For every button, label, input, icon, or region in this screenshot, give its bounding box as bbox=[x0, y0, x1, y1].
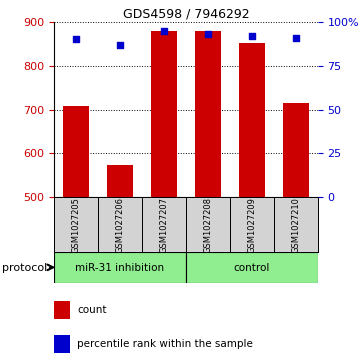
Text: GSM1027209: GSM1027209 bbox=[247, 197, 256, 253]
Bar bbox=[195, 31, 221, 197]
Bar bbox=[283, 103, 309, 197]
Bar bbox=[63, 106, 89, 197]
Bar bbox=[230, 197, 274, 252]
Bar bbox=[151, 32, 177, 197]
Point bbox=[249, 33, 255, 39]
Text: percentile rank within the sample: percentile rank within the sample bbox=[77, 339, 253, 349]
Bar bbox=[54, 252, 186, 283]
Text: miR-31 inhibition: miR-31 inhibition bbox=[75, 262, 165, 273]
Title: GDS4598 / 7946292: GDS4598 / 7946292 bbox=[123, 8, 249, 21]
Point bbox=[293, 35, 299, 41]
Point bbox=[117, 42, 123, 48]
Bar bbox=[186, 252, 318, 283]
Bar bbox=[274, 197, 318, 252]
Text: control: control bbox=[234, 262, 270, 273]
Text: count: count bbox=[77, 305, 107, 315]
Text: GSM1027208: GSM1027208 bbox=[203, 197, 212, 253]
Text: GSM1027207: GSM1027207 bbox=[160, 197, 169, 253]
Text: GSM1027206: GSM1027206 bbox=[116, 197, 125, 253]
Bar bbox=[107, 165, 133, 197]
Text: GSM1027205: GSM1027205 bbox=[71, 197, 81, 253]
Text: protocol: protocol bbox=[2, 262, 47, 273]
Bar bbox=[186, 197, 230, 252]
Text: GSM1027210: GSM1027210 bbox=[291, 197, 300, 253]
Point bbox=[161, 28, 167, 33]
Point bbox=[205, 31, 211, 37]
Point bbox=[73, 36, 79, 42]
Bar bbox=[54, 335, 70, 353]
Bar bbox=[54, 197, 98, 252]
Bar bbox=[142, 197, 186, 252]
Bar bbox=[239, 43, 265, 197]
Bar bbox=[98, 197, 142, 252]
Bar bbox=[54, 301, 70, 319]
